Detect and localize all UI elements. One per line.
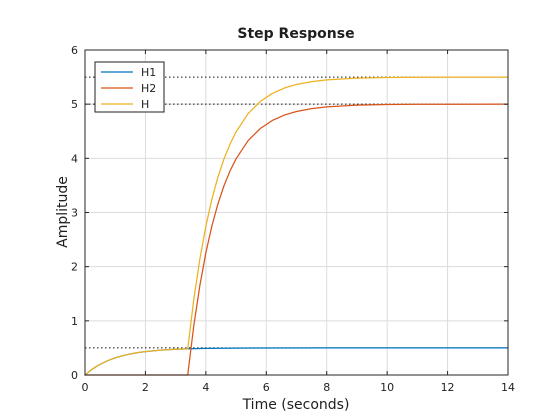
x-tick-label: 14 — [501, 381, 515, 394]
x-axis-label: Time (seconds) — [242, 397, 350, 413]
y-tick-label: 5 — [71, 98, 78, 111]
x-tick-label: 10 — [380, 381, 394, 394]
y-tick-label: 4 — [71, 152, 78, 165]
y-tick-label: 3 — [71, 207, 78, 220]
axis-layer — [84, 49, 509, 376]
series-line-h2 — [84, 103, 509, 376]
x-tick-label: 8 — [323, 381, 330, 394]
y-tick-label: 0 — [71, 369, 78, 382]
series-line-h — [84, 76, 509, 376]
x-tick-label: 4 — [202, 381, 209, 394]
x-tick-label: 2 — [142, 381, 149, 394]
legend-h1-label: H1 — [141, 66, 156, 79]
x-tick-label: 0 — [82, 381, 89, 394]
chart-title: Step Response — [237, 26, 354, 42]
y-tick-label: 6 — [71, 44, 78, 57]
x-tick-label: 6 — [263, 381, 270, 394]
y-axis-label: Amplitude — [55, 176, 71, 248]
series-layer — [84, 76, 509, 376]
legend-h2-label: H2 — [141, 82, 156, 95]
y-tick-label: 1 — [71, 315, 78, 328]
y-tick-label: 2 — [71, 261, 78, 274]
legend: H1 H2 H — [94, 61, 165, 113]
legend-h-label: H — [141, 98, 149, 111]
x-tick-label: 12 — [441, 381, 455, 394]
